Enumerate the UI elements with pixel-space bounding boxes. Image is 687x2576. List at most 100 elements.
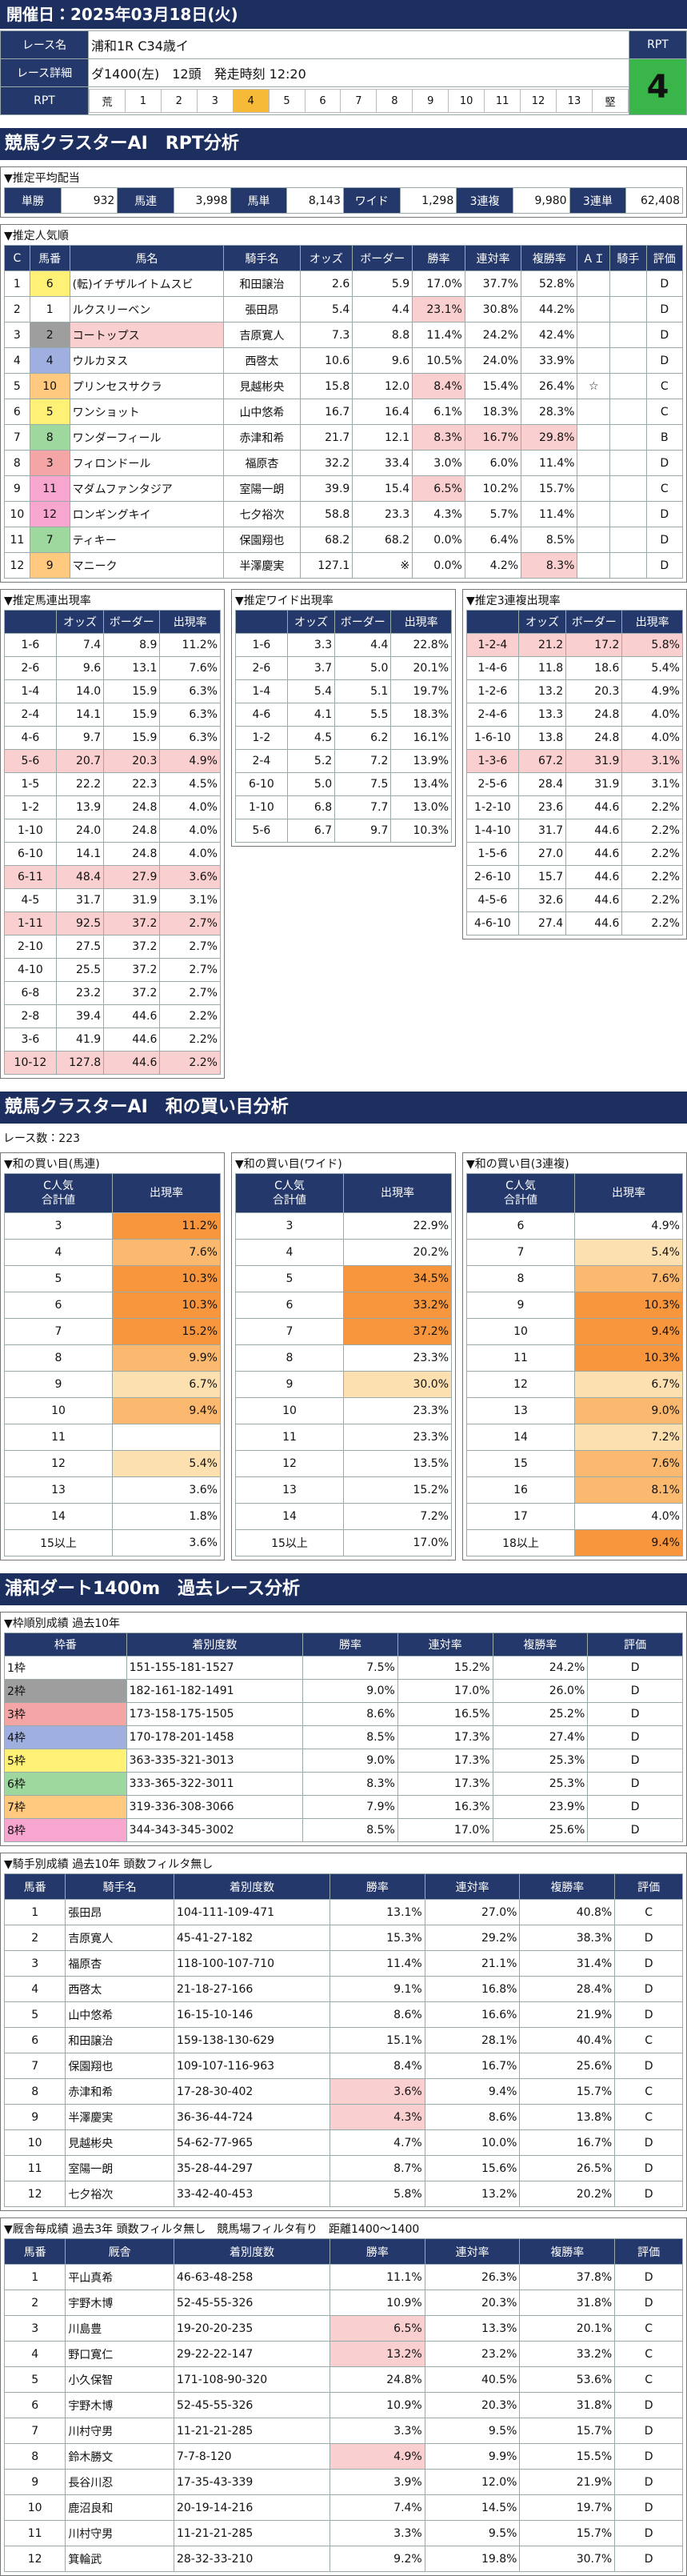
race-detail: ダ1400(左) 12頭 発走時刻 12:20 — [88, 58, 629, 87]
header-row: C人気 合計値 出現率 — [235, 1173, 452, 1213]
header-cell: 複勝率 — [519, 1873, 616, 1900]
table-cell: 4-5-6 — [466, 888, 519, 912]
table-cell: 張田昂 — [223, 296, 301, 323]
table-row: 10 見越彬央 54-62-77-965 4.7% 10.0% 16.7% D — [3, 2129, 683, 2156]
table-cell: 10.9% — [330, 2392, 425, 2418]
payout-row: 単勝 932 馬連 3,998 馬単 8,143 ワイド 1,298 3連複 9,980 3連単 62… — [4, 187, 683, 214]
table-row: 6 和田譲治 159-138-130-629 15.1% 28.1% 40.4% C — [3, 2027, 683, 2053]
rpt-scale-step: 3 — [196, 89, 234, 113]
table-row: 9 10.3% — [466, 1292, 683, 1319]
table-row: 4 4 ウルカヌス 西啓太 10.6 9.6 10.5% 24.0% 33.9% D — [4, 347, 684, 374]
table-cell: 10.0% — [424, 2129, 521, 2156]
table-cell: 31.8% — [519, 2290, 616, 2316]
table-row: 4-6-10 27.4 44.6 2.2% — [466, 911, 683, 935]
table-cell: D — [587, 1725, 683, 1749]
label: レース詳細 — [0, 58, 89, 87]
table-cell: 1-4-6 — [466, 656, 519, 680]
table-cell: ウルカヌス — [69, 347, 225, 374]
table-cell: 1-2 — [4, 795, 57, 819]
table-cell: 3.6% — [159, 865, 221, 889]
header-row: オッズ ボーダー 出現率 — [235, 610, 452, 634]
rpt-scale-step: 11 — [484, 89, 521, 113]
table-cell: 14 — [466, 1424, 575, 1451]
table-cell: ※ — [352, 552, 413, 579]
table-row: 14 7.2% — [235, 1503, 452, 1530]
table-cell: 4.9% — [159, 749, 221, 773]
table-cell: 127.8 — [55, 1051, 105, 1075]
table-cell: 15.2% — [343, 1476, 452, 1504]
table-cell: 9.0% — [574, 1397, 683, 1424]
header-row: 馬番 騎手名 着別度数 勝率 連対率 複勝率 評価 — [3, 1873, 683, 1900]
table-cell: 44.6 — [565, 795, 623, 819]
table-cell: 1-10 — [235, 795, 288, 819]
table-cell: 18.3% — [464, 399, 522, 425]
table-cell: 8.6% — [302, 1702, 398, 1726]
table-cell: 7.6% — [574, 1265, 683, 1292]
header-cell: オッズ — [299, 245, 353, 271]
section-title: 競馬クラスターAI 和の買い目分析 — [0, 1092, 687, 1124]
header-row: C人気 合計値 出現率 — [4, 1173, 221, 1213]
table-cell: 46-63-48-258 — [173, 2264, 331, 2290]
table-cell: 4.0% — [159, 819, 221, 843]
table-row: 3 2 コートップス 吉原寛人 7.3 8.8 11.4% 24.2% 42.4% D — [4, 322, 684, 348]
table-cell: 33-42-40-453 — [173, 2181, 331, 2207]
table-cell: 8.4% — [412, 373, 465, 399]
rpt-label: RPT — [629, 30, 687, 59]
table-cell: 2.2% — [159, 1028, 221, 1052]
table-cell: 3 — [3, 1950, 66, 1977]
table-cell: 15.9 — [103, 726, 161, 750]
table-cell: C — [614, 2104, 683, 2130]
table-cell: 17-28-30-402 — [173, 2078, 331, 2105]
table-cell: 54-62-77-965 — [173, 2129, 331, 2156]
data-table: 枠番 着別度数 勝率 連対率 複勝率 評価 1枠 151-155-181-1527 7.5% 15… — [4, 1633, 683, 1842]
table-cell: D — [645, 450, 684, 476]
table-row: 2-6 9.6 13.1 7.6% — [4, 656, 221, 680]
table-cell: 67.2 — [517, 749, 567, 773]
rpt-scale-step: 9 — [412, 89, 449, 113]
table-cell: 5.4% — [621, 656, 683, 680]
table-row: 11 7 ティキー 保園翔也 68.2 68.2 0.0% 6.4% 8.5% D — [4, 527, 684, 553]
header-cell: 馬番 — [3, 2238, 66, 2265]
table-cell: 5 — [3, 2001, 66, 2028]
table-cell: 6.0% — [464, 450, 522, 476]
table-cell: 5枠 — [4, 1749, 127, 1773]
table-row: 8 赤津和希 17-28-30-402 3.6% 9.4% 15.7% C — [3, 2078, 683, 2105]
pair-row: ▼推定馬連出現率 オッズ ボーダー 出現率 1-6 7.4 8.9 11.2% 2-6 9.6 13… — [0, 583, 687, 1079]
table-cell: D — [614, 1925, 683, 1951]
table-cell: 6.3% — [159, 726, 221, 750]
table-cell: 13.2% — [424, 2181, 521, 2207]
table-cell: 10 — [466, 1318, 575, 1345]
table-cell: 16.1% — [390, 726, 452, 750]
table-cell: 2.7% — [159, 958, 221, 982]
table-cell: 16.4 — [352, 399, 413, 425]
table-cell: D — [614, 2181, 683, 2207]
table-cell: 16.7% — [464, 424, 522, 451]
table-cell: 西啓太 — [65, 1976, 174, 2002]
table-cell: 4.2% — [464, 552, 522, 579]
table-cell: ロンギングキイ — [69, 501, 225, 527]
table-cell: 27.5 — [55, 935, 105, 959]
table-cell: 15.5% — [519, 2443, 616, 2470]
table-row: 1-2-10 23.6 44.6 2.2% — [466, 795, 683, 819]
table-cell: D — [587, 1772, 683, 1796]
table-cell: 6.3% — [159, 703, 221, 727]
table-cell: 6 — [29, 270, 70, 297]
table-row: 3-6 41.9 44.6 2.2% — [4, 1028, 221, 1052]
table-cell: 5.7% — [464, 501, 522, 527]
table-row: 9 半澤慶実 36-36-44-724 4.3% 8.6% 13.8% C — [3, 2104, 683, 2130]
table-cell: 29-22-22-147 — [173, 2341, 331, 2367]
table-cell: 26.3% — [424, 2264, 521, 2290]
table-cell: 31.9 — [565, 749, 623, 773]
table-cell: 25.6% — [492, 1818, 589, 1842]
table-cell: 16 — [466, 1476, 575, 1504]
table-row: 4 20.2% — [235, 1239, 452, 1266]
table-cell: 17.3% — [397, 1725, 493, 1749]
table-cell: 19.7% — [519, 2494, 616, 2521]
table-cell: 8.1% — [574, 1476, 683, 1504]
table-row: 1-3-6 67.2 31.9 3.1% — [466, 749, 683, 773]
table-cell: 40.4% — [519, 2027, 616, 2053]
table-cell: プリンセスサクラ — [69, 373, 225, 399]
table-cell: 31.9 — [103, 888, 161, 912]
table-cell: 11.2% — [159, 633, 221, 657]
table-cell: 1 — [3, 2264, 66, 2290]
